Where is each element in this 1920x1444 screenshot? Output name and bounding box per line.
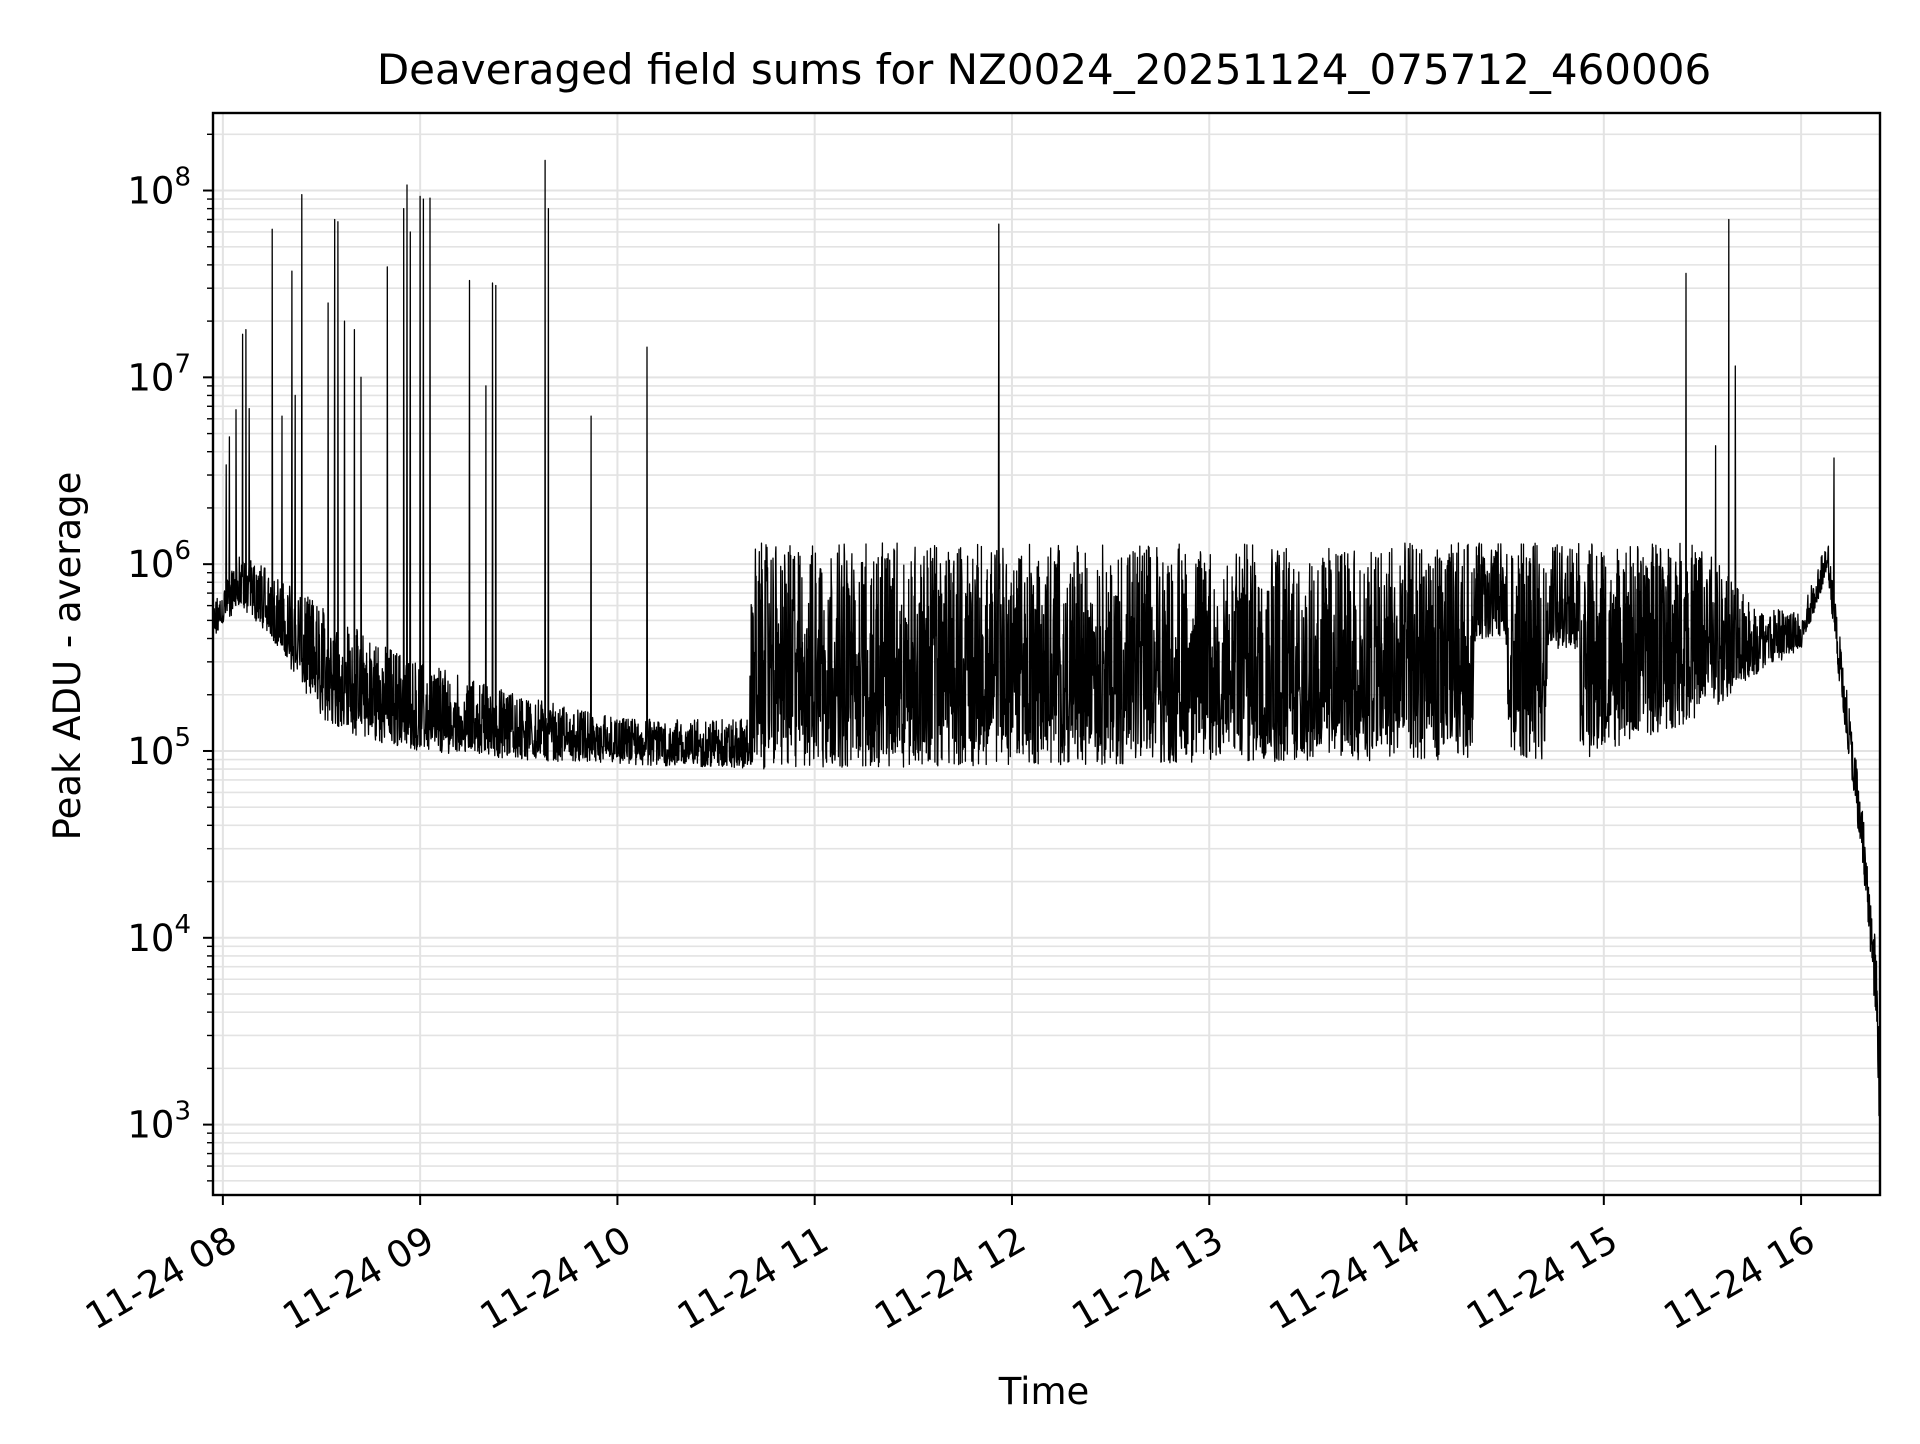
series-line <box>212 159 1881 1147</box>
series-line-group <box>212 159 1881 1147</box>
grid-lines <box>213 113 1880 1195</box>
plot-frame <box>211 111 1882 1197</box>
y-tick-label: 107 <box>127 349 191 399</box>
x-axis-label: Time <box>998 1370 1090 1413</box>
y-tick-label: 104 <box>127 910 191 960</box>
tick-marks <box>203 133 1803 1205</box>
y-axis-label: Peak ADU - average <box>46 472 89 841</box>
y-tick-label: 105 <box>127 723 191 773</box>
y-tick-label: 103 <box>127 1097 191 1147</box>
y-tick-label: 106 <box>127 536 191 586</box>
y-tick-label: 108 <box>127 163 191 213</box>
axes-frame <box>211 111 1882 1197</box>
y-tick-labels: 103 104 105 106 107 108 <box>127 163 191 1147</box>
chart-title: Deaveraged field sums for NZ0024_2025112… <box>377 45 1711 94</box>
